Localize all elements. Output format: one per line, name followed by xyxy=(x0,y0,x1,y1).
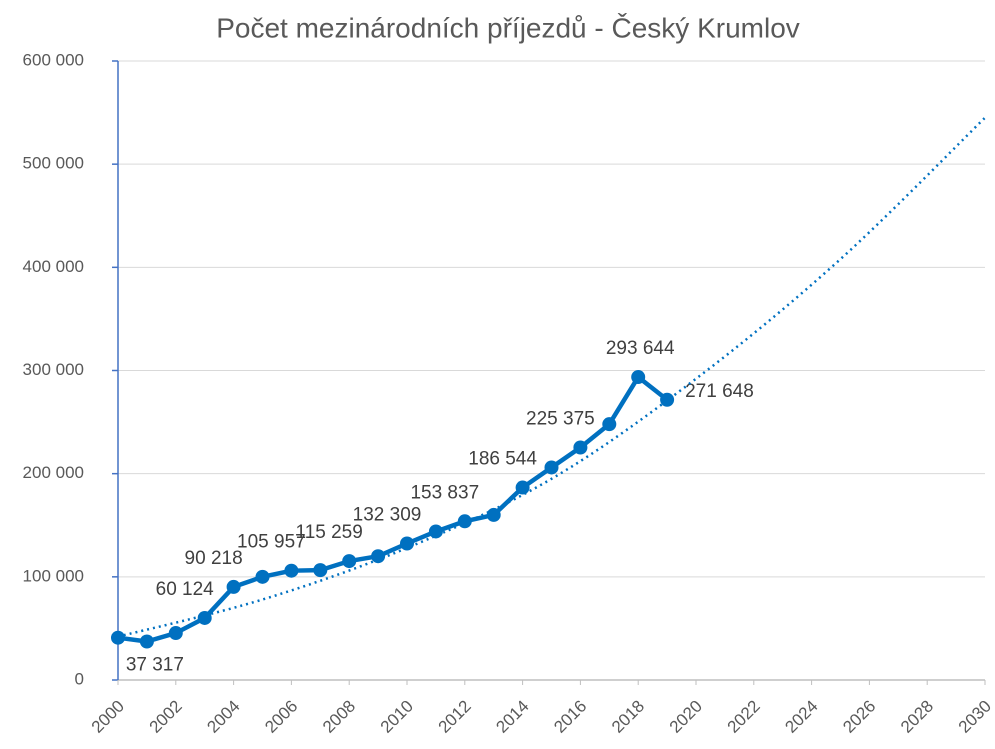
x-tick-label: 2014 xyxy=(492,697,532,737)
y-tick-label: 500 000 xyxy=(23,154,84,173)
data-label: 37 317 xyxy=(126,655,184,676)
x-tick-label: 2008 xyxy=(319,697,359,737)
data-label: 293 644 xyxy=(606,338,675,359)
marker xyxy=(457,514,472,529)
marker xyxy=(515,480,530,495)
data-label: 115 259 xyxy=(296,522,363,543)
marker xyxy=(631,370,646,385)
data-label: 60 124 xyxy=(156,579,215,600)
marker xyxy=(226,579,241,594)
marker xyxy=(313,563,328,578)
y-tick-label: 600 000 xyxy=(23,50,84,69)
marker xyxy=(602,417,617,432)
x-tick-label: 2002 xyxy=(146,697,186,737)
x-tick-label: 2026 xyxy=(839,697,879,737)
x-tick-label: 2004 xyxy=(203,697,243,737)
x-tick-label: 2000 xyxy=(88,697,128,737)
marker xyxy=(342,554,357,569)
x-tick-label: 2022 xyxy=(724,697,764,737)
marker xyxy=(371,549,386,564)
marker xyxy=(168,626,183,641)
y-tick-label: 400 000 xyxy=(23,257,84,276)
x-tick-label: 2028 xyxy=(897,697,937,737)
x-tick-label: 2016 xyxy=(550,697,590,737)
y-tick-label: 100 000 xyxy=(23,566,84,585)
marker xyxy=(428,524,443,539)
y-tick-label: 200 000 xyxy=(23,463,84,482)
data-label: 153 837 xyxy=(410,482,479,503)
x-tick-label: 2030 xyxy=(955,697,995,737)
x-tick-label: 2010 xyxy=(377,697,417,737)
data-label: 186 544 xyxy=(468,449,537,470)
x-tick-label: 2012 xyxy=(435,697,475,737)
marker xyxy=(573,440,588,455)
marker xyxy=(197,610,212,625)
marker xyxy=(255,569,270,584)
x-tick-label: 2006 xyxy=(261,697,301,737)
marker xyxy=(284,563,299,578)
marker xyxy=(111,630,125,645)
data-label: 105 957 xyxy=(237,532,306,553)
trend-line xyxy=(117,116,986,638)
data-label: 225 375 xyxy=(526,409,595,430)
data-label: 90 218 xyxy=(185,548,243,569)
y-tick-label: 300 000 xyxy=(23,360,84,379)
marker xyxy=(400,536,414,551)
data-label: 271 648 xyxy=(685,381,754,402)
data-label: 132 309 xyxy=(353,505,422,526)
marker xyxy=(544,460,559,475)
x-tick-label: 2024 xyxy=(781,697,821,737)
marker xyxy=(486,507,501,522)
x-tick-label: 2018 xyxy=(608,697,648,737)
x-tick-label: 2020 xyxy=(666,697,706,737)
marker xyxy=(139,634,154,649)
y-tick-label: 0 xyxy=(75,669,84,688)
chart-title: Počet mezinárodních příjezdů - Český Kru… xyxy=(216,12,800,43)
marker xyxy=(660,392,675,407)
